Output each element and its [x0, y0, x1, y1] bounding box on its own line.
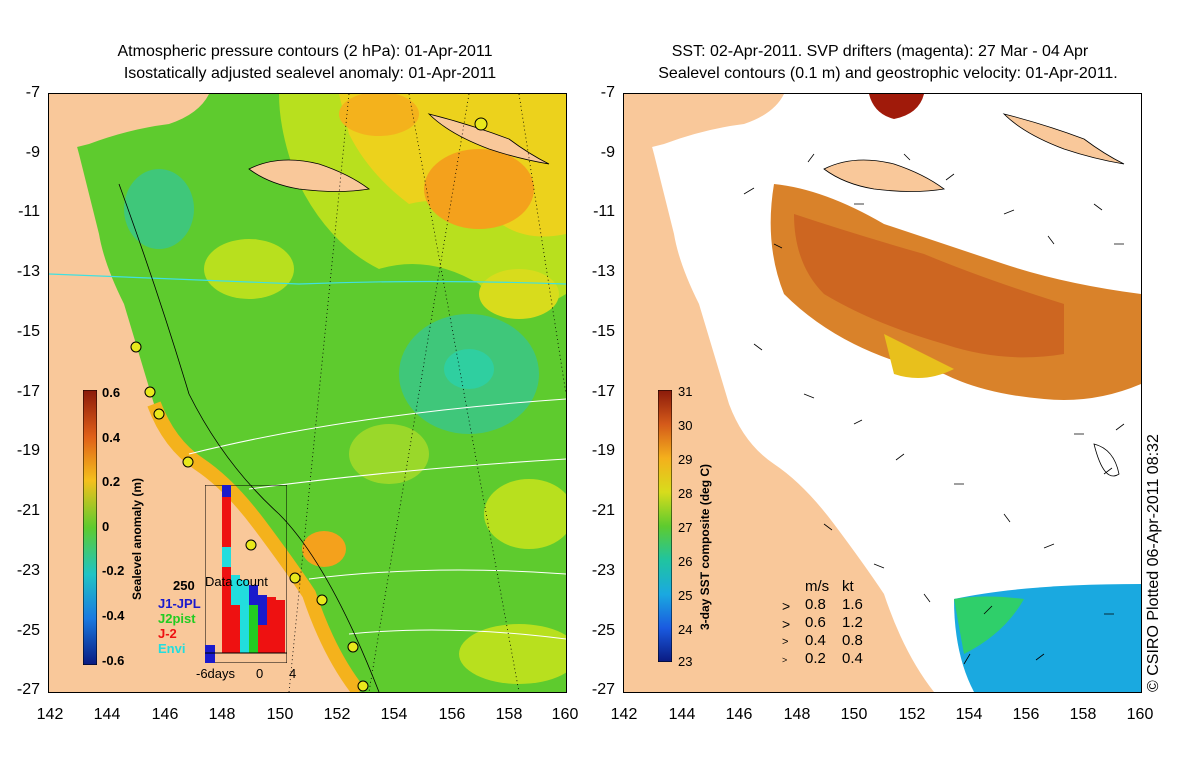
vel-row-kt-1: 1.2 [842, 614, 863, 631]
right-cb-tick-8: 23 [678, 654, 693, 669]
inset-legend-envi: Envi [158, 641, 186, 656]
left-ytick-6: -19 [16, 442, 40, 459]
right-cb-tick-7: 24 [678, 622, 693, 637]
right-ytick-6: -19 [591, 442, 615, 459]
left-xtick-9: 160 [551, 706, 579, 723]
vel-row-kt-0: 1.6 [842, 596, 863, 613]
right-cb-tick-4: 27 [678, 520, 693, 535]
right-xtick-3: 148 [783, 706, 811, 723]
left-ytick-2: -11 [18, 203, 40, 220]
right-xtick-0: 142 [610, 706, 638, 723]
left-cb-tick-1: 0.4 [102, 430, 121, 445]
left-cb-tick-6: -0.6 [102, 653, 125, 668]
inset-xtick-2: 4 [289, 666, 297, 681]
right-cb-tick-1: 30 [678, 418, 693, 433]
right-cb-tick-5: 26 [678, 554, 693, 569]
inset-legend-j2: J-2 [158, 626, 177, 641]
inset-xtick-0: -6days [196, 666, 236, 681]
data-count-inset [205, 485, 287, 663]
left-title-line2: Isostatically adjusted sealevel anomaly:… [123, 65, 497, 82]
vel-row-ms-1: 0.6 [805, 614, 826, 631]
right-cb-tick-6: 25 [678, 588, 693, 603]
vel-row-ms-0: 0.8 [805, 596, 826, 613]
right-ytick-2: -11 [593, 203, 615, 220]
vel-row-kt-2: 0.8 [842, 632, 863, 649]
left-cb-title: Sealevel anomaly (m) [130, 477, 144, 600]
vel-arrow-icon: > [782, 616, 791, 632]
right-ytick-0: -7 [600, 84, 615, 101]
inset-xtick-1: 0 [256, 666, 264, 681]
velocity-legend-arrows: > > > > [782, 597, 790, 669]
sealevel-colorbar [83, 390, 97, 665]
left-xtick-1: 144 [93, 706, 121, 723]
left-cb-tick-4: -0.2 [102, 563, 125, 578]
right-xtick-2: 146 [725, 706, 753, 723]
vel-arrow-icon: > [782, 598, 791, 614]
sst-colorbar [658, 390, 672, 662]
left-ytick-7: -21 [16, 502, 40, 519]
vel-arrow-icon: > [782, 655, 788, 665]
vel-arrow-icon: > [782, 636, 789, 648]
right-cb-tick-0: 31 [678, 384, 693, 399]
right-title-line2: Sealevel contours (0.1 m) and geostrophi… [658, 65, 1118, 82]
left-xtick-2: 146 [151, 706, 179, 723]
sealevel-anomaly-map [48, 93, 567, 693]
left-ytick-1: -9 [25, 144, 40, 161]
left-ytick-4: -15 [16, 323, 40, 340]
left-cb-tick-5: -0.4 [102, 608, 125, 623]
left-cb-tick-0: 0.6 [102, 385, 121, 400]
inset-title: Data count [205, 574, 268, 589]
left-ytick-3: -13 [16, 263, 40, 280]
left-cb-tick-2: 0.2 [102, 474, 121, 489]
vel-row-ms-3: 0.2 [805, 650, 826, 667]
right-title-line1: SST: 02-Apr-2011. SVP drifters (magenta)… [671, 43, 1089, 60]
velocity-legend-header-ms: m/s [805, 578, 830, 595]
inset-legend-j2pist: J2pist [158, 611, 196, 626]
sst-map [623, 93, 1142, 693]
right-xtick-5: 152 [898, 706, 926, 723]
inset-legend-j1: J1-JPL [158, 596, 201, 611]
right-ytick-9: -25 [591, 622, 615, 639]
left-ytick-0: -7 [25, 84, 40, 101]
copyright-label: © CSIRO Plotted 06-Apr-2011 08:32 [1145, 434, 1162, 692]
right-ytick-1: -9 [600, 144, 615, 161]
left-xtick-8: 158 [495, 706, 523, 723]
left-title-line1: Atmospheric pressure contours (2 hPa): 0… [117, 43, 493, 60]
right-cb-tick-2: 29 [678, 452, 693, 467]
left-xtick-7: 156 [438, 706, 466, 723]
left-xtick-3: 148 [208, 706, 236, 723]
right-cb-tick-3: 28 [678, 486, 693, 501]
right-ytick-3: -13 [591, 263, 615, 280]
right-xtick-1: 144 [668, 706, 696, 723]
left-ytick-9: -25 [16, 622, 40, 639]
left-ytick-5: -17 [16, 383, 40, 400]
left-ytick-10: -27 [16, 681, 40, 698]
right-ytick-5: -17 [591, 383, 615, 400]
left-xtick-5: 152 [323, 706, 351, 723]
right-ytick-8: -23 [591, 562, 615, 579]
right-ytick-4: -15 [591, 323, 615, 340]
right-xtick-7: 156 [1012, 706, 1040, 723]
right-xtick-9: 160 [1126, 706, 1154, 723]
left-ytick-8: -23 [16, 562, 40, 579]
right-xtick-8: 158 [1069, 706, 1097, 723]
right-cb-title: 3-day SST composite (deg C) [698, 463, 712, 630]
vel-row-kt-3: 0.4 [842, 650, 863, 667]
right-xtick-6: 154 [955, 706, 983, 723]
right-ytick-7: -21 [591, 502, 615, 519]
left-cb-tick-3: 0 [102, 519, 110, 534]
left-xtick-4: 150 [266, 706, 294, 723]
right-xtick-4: 150 [840, 706, 868, 723]
left-xtick-6: 154 [380, 706, 408, 723]
inset-top-label: 250 [173, 578, 195, 593]
velocity-legend-header-kt: kt [842, 578, 854, 595]
vel-row-ms-2: 0.4 [805, 632, 826, 649]
left-xtick-0: 142 [36, 706, 64, 723]
right-ytick-10: -27 [591, 681, 615, 698]
